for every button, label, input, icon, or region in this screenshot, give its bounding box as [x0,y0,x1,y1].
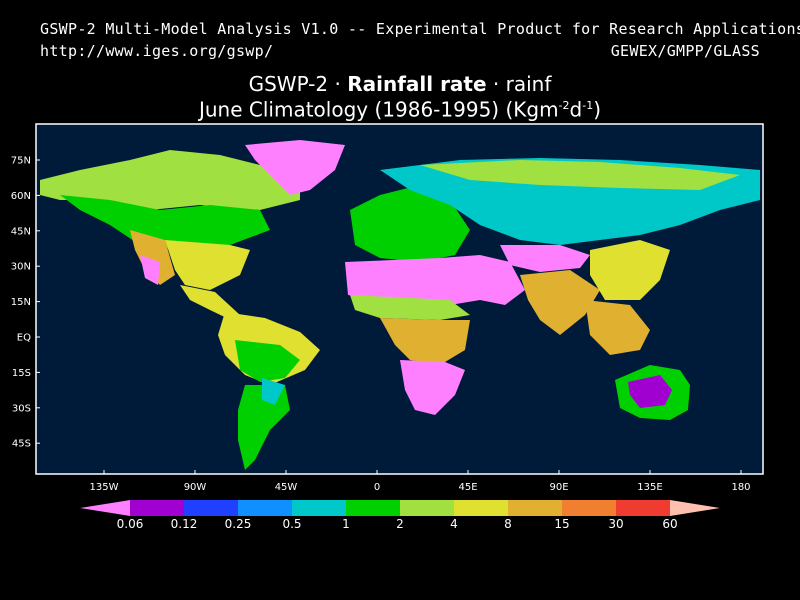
lat-label: 45N [11,226,31,237]
land-africa [345,258,480,415]
legend-swatch [616,500,671,516]
na-southwest [140,255,160,285]
lat-label: EQ [17,333,31,344]
unit-d: d [569,97,583,122]
map-title: GSWP-2 · Rainfall rate · rainf [0,72,800,96]
east-asia [590,240,670,300]
land-greenland [245,140,345,195]
sa-dry [262,378,285,405]
land-eurasia [350,158,760,355]
legend-label: 0.06 [117,517,144,531]
lat-label: 75N [11,156,31,167]
header-product-line: GSWP-2 Multi-Model Analysis V1.0 -- Expe… [40,20,800,38]
na-tundra [40,150,300,210]
unit-exponent-1: -2 [558,99,570,112]
legend-swatch [454,500,509,516]
legend-label: 30 [608,517,623,531]
legend-label: 0.12 [171,517,198,531]
legend-swatch [346,500,401,516]
subtitle-text: June Climatology (1986-1995) (Kgm [198,97,559,122]
na-west [130,230,175,285]
southeast-asia [585,300,650,355]
header-organization: GEWEX/GMPP/GLASS [610,42,760,60]
lat-label: 15N [11,297,31,308]
europe [350,185,470,262]
legend-swatch [292,500,347,516]
sa-amazon [235,340,300,382]
legend-swatch [508,500,563,516]
title-suffix: · rainf [486,72,552,96]
legend-label: 2 [396,517,404,531]
central-africa [380,318,470,365]
lon-label: 0 [374,482,380,493]
unit-exponent-2: -1 [582,99,594,112]
longitude-axis: 135W 90W 45W 0 45E 90E 135E 180 [90,470,751,493]
legend-label: 15 [554,517,569,531]
land-south-america [218,312,320,470]
map-area [36,124,763,474]
sahara [345,258,480,305]
legend-swatch [184,500,239,516]
title-variable-name: Rainfall rate [347,72,487,96]
legend-label: 60 [662,517,677,531]
latitude-axis: 75N 60N 45N 30N 15N EQ 15S 30S 45S [11,156,40,450]
lon-label: 45E [458,482,477,493]
lon-label: 180 [731,482,750,493]
legend-label: 0.5 [282,517,301,531]
lon-label: 45W [275,482,298,493]
map-subtitle: June Climatology (1986-1995) (Kgm-2d-1) [0,94,800,122]
legend-high-arrow [670,500,720,516]
legend-swatch [238,500,293,516]
lon-label: 90W [184,482,207,493]
legend-swatch [130,500,185,516]
lat-label: 15S [12,368,31,379]
legend-label: 1 [342,517,350,531]
map-frame [35,123,764,475]
legend-label: 8 [504,517,512,531]
legend-label: 0.25 [225,517,252,531]
lon-label: 135E [637,482,662,493]
land-australia [615,365,690,420]
legend-low-arrow [80,500,130,516]
land-north-america [40,150,300,322]
na-boreal [60,195,270,250]
southern-africa [400,360,465,415]
legend-swatch [562,500,617,516]
lon-label: 135W [90,482,119,493]
header-url: http://www.iges.org/gswp/ [40,42,274,60]
sahel [350,295,470,320]
greenland-ice [245,140,345,195]
lon-label: 90E [549,482,568,493]
siberia-north [420,160,740,190]
lat-label: 30S [12,403,31,414]
australia-interior [628,375,672,408]
south-asia [520,270,600,335]
color-legend: 0.06 0.12 0.25 0.5 1 2 4 8 15 30 60 [80,500,720,531]
lat-label: 45S [12,439,31,450]
lat-label: 30N [11,262,31,273]
central-asia-desert [500,245,590,272]
sa-south [238,385,290,470]
legend-label: 4 [450,517,458,531]
lat-label: 60N [11,191,31,202]
title-prefix: GSWP-2 · [248,72,348,96]
subtitle-close: ) [593,97,601,122]
legend-swatch [400,500,455,516]
na-east [165,240,250,290]
